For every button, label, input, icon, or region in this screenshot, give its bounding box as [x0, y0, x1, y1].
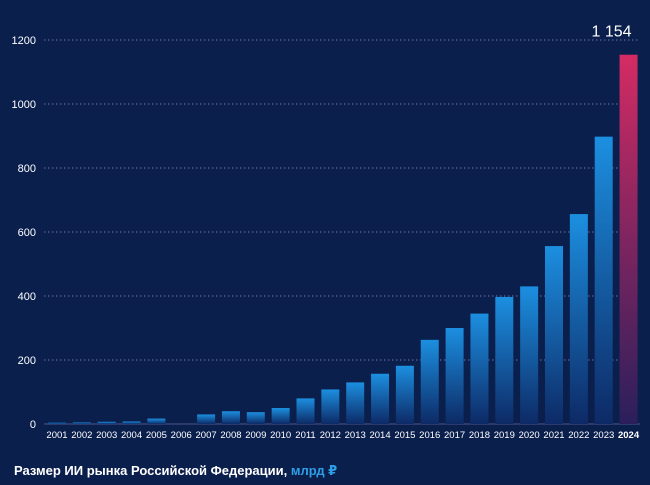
y-tick-label-400: 400 [18, 291, 36, 303]
x-tick-label-2008: 2008 [220, 430, 241, 441]
x-tick-label-2017: 2017 [444, 430, 465, 441]
bar-2014 [371, 373, 390, 424]
y-tick-label-800: 800 [18, 163, 36, 175]
x-tick-label-2012: 2012 [320, 430, 341, 441]
y-tick-label-0: 0 [30, 419, 36, 431]
x-tick-label-2023: 2023 [593, 430, 614, 441]
bar-2022 [569, 214, 588, 424]
bar-2002 [72, 422, 91, 424]
y-tick-label-600: 600 [18, 227, 36, 239]
bar-2012 [321, 389, 340, 424]
y-tick-label-1200: 1200 [12, 35, 36, 47]
x-tick-label-2013: 2013 [345, 430, 366, 441]
x-tick-label-2014: 2014 [369, 430, 390, 441]
caption-title: Размер ИИ рынка Российской Федерации, [14, 463, 288, 478]
bar-2021 [545, 246, 563, 424]
x-tick-label-2007: 2007 [196, 430, 217, 441]
x-tick-label-2019: 2019 [494, 430, 515, 441]
x-tick-label-2001: 2001 [46, 430, 67, 441]
x-tick-label-2009: 2009 [245, 430, 266, 441]
chart-caption: Размер ИИ рынка Российской Федерации, мл… [14, 463, 337, 479]
bar-2003 [97, 421, 116, 424]
x-tick-label-2024: 2024 [618, 430, 640, 441]
bar-2011 [296, 398, 315, 424]
bar-2009 [246, 412, 265, 424]
bar-2019 [495, 296, 514, 424]
y-tick-label-200: 200 [18, 355, 36, 367]
bar-2001 [48, 422, 66, 424]
bar-2023 [594, 136, 613, 424]
bar-2008 [221, 411, 240, 424]
bar-2007 [197, 414, 216, 424]
caption-unit: млрд ₽ [290, 463, 338, 478]
bar-2013 [346, 382, 365, 424]
y-tick-label-1000: 1000 [12, 99, 36, 111]
bar-2004 [122, 421, 141, 424]
x-tick-label-2006: 2006 [171, 430, 192, 441]
bar-2017 [445, 328, 464, 424]
x-tick-label-2018: 2018 [469, 430, 490, 441]
x-tick-label-2022: 2022 [568, 430, 589, 441]
x-tick-label-2002: 2002 [71, 430, 92, 441]
bar-2005 [147, 418, 166, 424]
x-tick-label-2004: 2004 [121, 430, 142, 441]
x-tick-label-2011: 2011 [295, 430, 315, 441]
x-tick-label-2003: 2003 [96, 430, 117, 441]
data-label-2024: 1 154 [592, 24, 632, 41]
bar-2018 [470, 313, 489, 424]
bar-2015 [395, 365, 414, 424]
x-tick-label-2010: 2010 [270, 430, 291, 441]
bar-2016 [420, 339, 439, 424]
x-tick-label-2016: 2016 [419, 430, 440, 441]
x-tick-label-2005: 2005 [146, 430, 167, 441]
x-tick-label-2015: 2015 [394, 430, 415, 441]
bar-2020 [520, 286, 539, 424]
bar-2010 [271, 408, 290, 424]
x-tick-label-2021: 2021 [543, 430, 564, 441]
bar-2024 [619, 54, 638, 424]
x-tick-label-2020: 2020 [519, 430, 540, 441]
